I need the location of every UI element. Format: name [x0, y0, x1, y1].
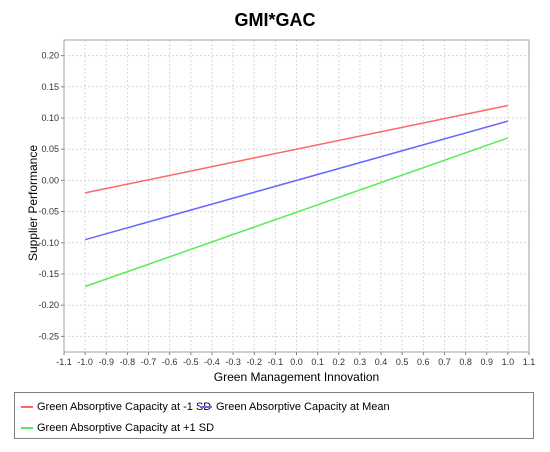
x-tick-label: 0.5	[396, 357, 409, 367]
x-tick-label: -0.7	[141, 357, 157, 367]
y-tick-label: 0.20	[41, 51, 59, 61]
x-tick-label: -0.1	[268, 357, 284, 367]
legend-label: Green Absorptive Capacity at Mean	[216, 401, 390, 413]
x-tick-label: 0.7	[438, 357, 451, 367]
y-tick-label: 0.05	[41, 144, 59, 154]
x-tick-label: -0.4	[204, 357, 220, 367]
y-tick-label: -0.15	[38, 269, 59, 279]
x-axis-label: Green Management Innovation	[213, 370, 380, 384]
legend-item: Green Absorptive Capacity at Mean	[200, 401, 390, 413]
y-axis-label: Supplier Performance	[26, 144, 40, 262]
x-tick-label: 0.8	[459, 357, 472, 367]
series-line	[84, 104, 509, 194]
x-tick-label: -1.1	[56, 357, 72, 367]
x-tick-label: -0.9	[99, 357, 115, 367]
x-tick-label: 0.0	[290, 357, 303, 367]
x-tick-label: 0.1	[311, 357, 324, 367]
chart-title: GMI*GAC	[234, 10, 316, 30]
legend: Green Absorptive Capacity at -1 SD Green…	[14, 392, 534, 439]
plot-border	[63, 39, 530, 353]
x-tick-label: 1.1	[523, 357, 536, 367]
x-tick-label: -0.6	[162, 357, 178, 367]
x-tick-label: -0.3	[225, 357, 241, 367]
y-tick-label: -0.20	[38, 300, 59, 310]
legend-item: Green Absorptive Capacity at +1 SD	[21, 422, 214, 434]
x-tick-label: 0.6	[417, 357, 430, 367]
legend-swatch	[200, 406, 212, 408]
x-tick-label: 0.4	[375, 357, 388, 367]
legend-label: Green Absorptive Capacity at +1 SD	[37, 422, 215, 434]
y-tick-label: 0.10	[41, 113, 59, 123]
x-tick-label: 0.2	[333, 357, 346, 367]
x-tick-label: 1.0	[502, 357, 515, 367]
legend-item: Green Absorptive Capacity at -1 SD	[21, 401, 211, 413]
x-tick-label: -0.8	[120, 357, 136, 367]
series-line	[84, 120, 509, 241]
x-tick-label: -1.0	[77, 357, 93, 367]
legend-swatch	[21, 406, 33, 408]
y-tick-label: -0.10	[38, 238, 59, 248]
y-tick-label: -0.25	[38, 331, 59, 341]
x-tick-label: -0.2	[246, 357, 262, 367]
legend-label: Green Absorptive Capacity at -1 SD	[37, 401, 212, 413]
x-tick-label: 0.9	[480, 357, 493, 367]
y-tick-label: -0.05	[38, 207, 59, 217]
legend-swatch	[21, 427, 33, 429]
y-tick-label: 0.00	[41, 175, 59, 185]
chart-plot: -1.1 -1.0 -0.9 -0.8 -0.7 -0.6 -0.5 -0.4 -0.3 -0.2…	[38, 39, 536, 367]
x-tick-label: -0.5	[183, 357, 199, 367]
y-tick-label: 0.15	[41, 82, 59, 92]
x-tick-label: 0.3	[354, 357, 367, 367]
series-line	[84, 137, 509, 288]
